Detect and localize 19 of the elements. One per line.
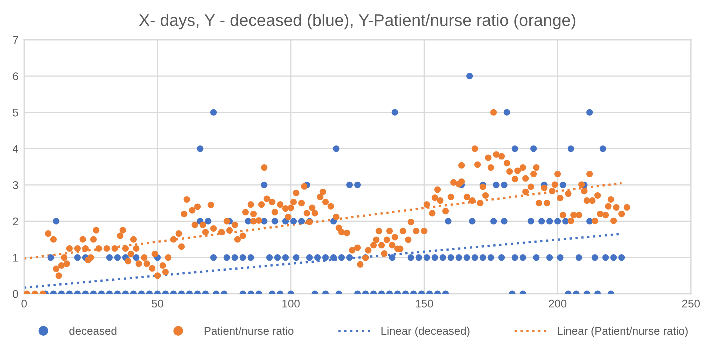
- x-tick-label: 150: [416, 300, 434, 308]
- legend-label: Patient/nurse ratio: [204, 326, 294, 336]
- y-tick-label: 2: [13, 218, 18, 226]
- x-tick-label: 200: [549, 300, 567, 308]
- x-tick-label: 0: [22, 300, 28, 308]
- legend-label: Linear (deceased): [382, 326, 470, 338]
- y-tick-label: 5: [13, 108, 18, 117]
- legend-label: deceased: [70, 326, 117, 336]
- y-tick-label: 4: [12, 145, 18, 153]
- y-tick-label: 7: [13, 36, 18, 44]
- y-tick-label: 3: [13, 181, 18, 190]
- y-tick-label: 1: [13, 254, 18, 262]
- x-tick-label: 250: [682, 300, 700, 308]
- y-tick-label: 6: [13, 72, 18, 80]
- chart-title: X- days, Y - deceased (blue), Y-Patient/nurse ratio (orange): [139, 14, 576, 30]
- legend-label: Linear (Patient/nurse ratio): [558, 326, 688, 338]
- y-tick-label: 0: [13, 290, 18, 298]
- x-tick-label: 50: [152, 300, 164, 308]
- x-tick-label: 100: [282, 300, 300, 308]
